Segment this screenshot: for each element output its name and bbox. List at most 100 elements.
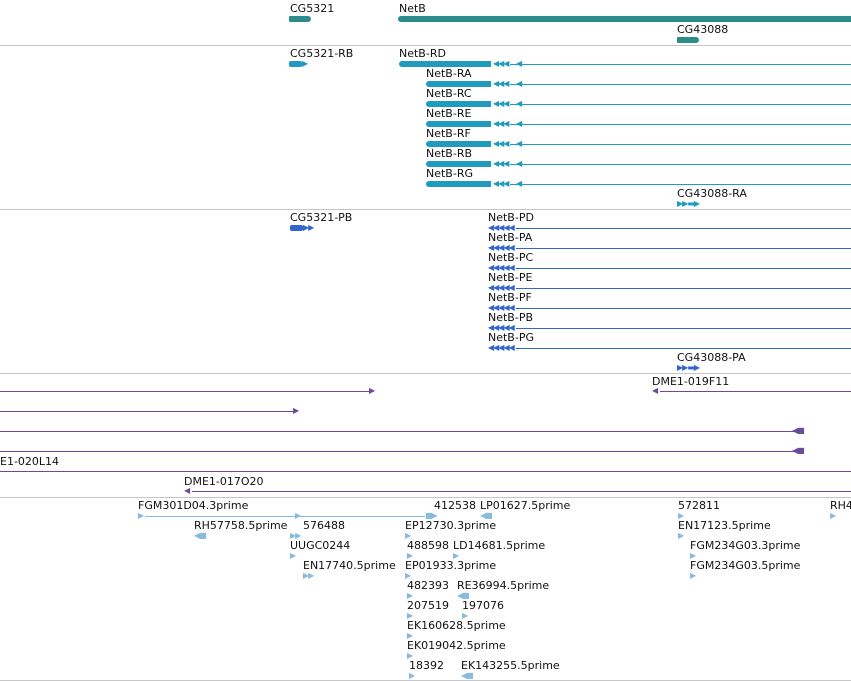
est-label-ld14681: LD14681.5prime [453, 539, 546, 552]
transcript-label-netb-ra: NetB-RA [426, 67, 472, 80]
exon-arrow-icon: ◀ [516, 80, 522, 88]
exon-arrow-icon: ◀ [516, 160, 522, 168]
est-label-lp01627: LP01627.5prime [480, 499, 571, 512]
clone-label-e1-020l14: E1-020L14 [0, 455, 60, 468]
est-feature-lp01627[interactable]: ◀■ [480, 511, 493, 520]
est-label-fgm301d04: FGM301D04.3prime [138, 499, 249, 512]
est-feature-576488[interactable]: ▶▶ [290, 531, 301, 540]
est-feature-ek143255[interactable]: ◀■ [461, 671, 474, 680]
est-feature-18392[interactable]: ▶ [409, 671, 415, 680]
clone-feature[interactable] [0, 451, 796, 452]
intron-line [510, 164, 851, 165]
protein-feature-netb-pg[interactable] [516, 348, 851, 349]
clone-feature-dme1-017o20[interactable] [192, 491, 851, 492]
gene-feature-netb[interactable] [398, 16, 851, 22]
est-feature-572811[interactable]: ▶ [678, 511, 684, 520]
protein-feature-netb-pb[interactable] [516, 328, 851, 329]
est-label-207519: 207519 [407, 599, 449, 612]
transcript-feature-netb-ra[interactable] [426, 81, 491, 87]
est-feature-ld14681[interactable]: ▶ [453, 551, 459, 560]
protein-feature-netb-pc[interactable] [516, 268, 851, 269]
transcript-label-netb-rb: NetB-RB [426, 147, 473, 160]
est-feature-uugc0244[interactable]: ▶ [290, 551, 296, 560]
protein-feature-netb-pd[interactable] [516, 228, 851, 229]
transcript-feature-netb-rg[interactable] [426, 181, 491, 187]
exon-arrow-icon: ◀ [516, 60, 522, 68]
intron-line [510, 104, 851, 105]
gene-feature-cg43088[interactable] [677, 37, 699, 43]
est-feature-rh4[interactable]: ▶ [830, 511, 836, 520]
est-feature-ek160628[interactable]: ▶ [407, 631, 413, 640]
exon-arrow-icon: ◀ [516, 100, 522, 108]
est-feature-fgm234g03-3[interactable]: ▶ [690, 551, 696, 560]
clone-end-icon: ◀■ [792, 446, 805, 455]
clone-feature[interactable] [0, 431, 796, 432]
transcript-label-netb-rf: NetB-RF [426, 127, 471, 140]
transcript-feature-cg5321-rb[interactable] [289, 61, 302, 67]
protein-feature-netb-pf[interactable] [516, 308, 851, 309]
transcript-label-netb-re: NetB-RE [426, 107, 472, 120]
est-feature-197076[interactable]: ▶ [462, 611, 468, 620]
gene-label-cg5321: CG5321 [290, 2, 335, 15]
est-label-412538: 412538 [434, 499, 476, 512]
clone-feature-e1-020l14[interactable] [0, 471, 851, 472]
clone-feature[interactable] [0, 411, 296, 412]
protein-label-netb-pe: NetB-PE [488, 271, 533, 284]
est-feature-207519[interactable]: ▶ [407, 611, 413, 620]
est-label-en17740: EN17740.5prime [303, 559, 396, 572]
est-feature-fgm234g03-5[interactable]: ▶ [690, 571, 696, 580]
est-feature-fgm301d04[interactable] [145, 516, 295, 517]
est-feature-ek019042[interactable]: ▶ [407, 651, 413, 660]
est-label-ep12730: EP12730.3prime [405, 519, 497, 532]
protein-feature-netb-pe[interactable] [516, 288, 851, 289]
est-label-ep01933: EP01933.3prime [405, 559, 497, 572]
transcript-label-cg5321-rb: CG5321-RB [290, 47, 354, 60]
est-feature-en17123[interactable]: ▶ [678, 531, 684, 540]
exon-arrows-icon: ◀◀◀ [493, 59, 510, 68]
est-feature-re36994[interactable]: ◀■ [457, 591, 470, 600]
exon-arrows-icon: ◀◀◀ [493, 119, 510, 128]
protein-feature-cg43088-pa[interactable]: ▶▶▬▶ [677, 363, 700, 372]
transcript-feature-netb-rd[interactable] [399, 61, 491, 67]
strand-arrow-icon: ▶ [302, 59, 308, 68]
est-feature-ep01933[interactable]: ▶ [405, 571, 411, 580]
track-divider [0, 497, 851, 498]
clone-label-dme1-017o20: DME1-017O20 [184, 475, 264, 488]
est-feature-412538[interactable]: ■▶ [425, 511, 438, 520]
exon-arrow-icon: ◀ [516, 140, 522, 148]
gene-feature-cg5321[interactable] [289, 16, 311, 22]
est-feature-488598[interactable]: ▶ [407, 551, 413, 560]
est-label-18392: 18392 [409, 659, 444, 672]
transcript-feature-cg43088-ra[interactable]: ▶▶▬▶ [677, 199, 700, 208]
est-label-uugc0244: UUGC0244 [290, 539, 351, 552]
arrow-left-icon: ◀ [652, 386, 658, 395]
est-feature-ep12730[interactable]: ▶ [405, 531, 411, 540]
protein-feature-netb-pa[interactable] [516, 248, 851, 249]
protein-feature-cg5321-pb[interactable] [290, 225, 303, 231]
protein-label-netb-pd: NetB-PD [488, 211, 534, 224]
est-feature-482393[interactable]: ▶ [407, 591, 413, 600]
transcript-feature-netb-re[interactable] [426, 121, 491, 127]
est-label-re36994: RE36994.5prime [457, 579, 550, 592]
exon-arrow-icon: ◀ [516, 120, 522, 128]
clone-feature-dme1-019f11[interactable] [660, 391, 851, 392]
est-label-572811: 572811 [678, 499, 720, 512]
gene-label-netb: NetB [399, 2, 426, 15]
est-label-ek160628: EK160628.5prime [407, 619, 506, 632]
exon-arrows-icon: ◀◀◀◀◀ [488, 303, 515, 312]
est-feature-rh57758[interactable]: ◀■ [194, 531, 207, 540]
transcript-feature-netb-rb[interactable] [426, 161, 491, 167]
exon-arrows-icon: ◀◀◀ [493, 99, 510, 108]
clone-feature[interactable] [0, 391, 372, 392]
exon-arrows-icon: ◀◀◀◀◀ [488, 323, 515, 332]
transcript-feature-netb-rc[interactable] [426, 101, 491, 107]
exon-arrows-icon: ◀◀◀◀◀ [488, 283, 515, 292]
transcript-feature-netb-rf[interactable] [426, 141, 491, 147]
track-divider [0, 45, 851, 46]
gene-label-cg43088: CG43088 [677, 23, 729, 36]
est-feature-en17740[interactable]: ▶▶ [303, 571, 314, 580]
exon-arrows-icon: ◀◀◀ [493, 179, 510, 188]
intron-line [510, 84, 851, 85]
protein-label-cg5321-pb: CG5321-PB [290, 211, 353, 224]
transcript-label-netb-rd: NetB-RD [399, 47, 446, 60]
